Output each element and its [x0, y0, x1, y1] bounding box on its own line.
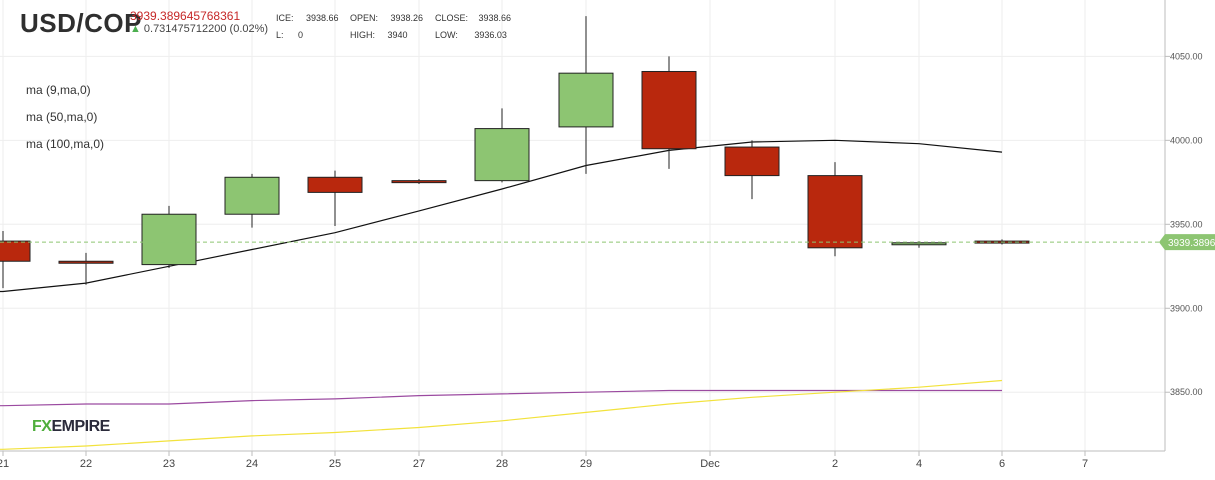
candle-body-down: [58, 260, 114, 264]
chart-header: USD/COP 3939.389645768361 ▲ 0.73147571220…: [0, 0, 1215, 48]
candle: [224, 173, 280, 228]
moving-average-lines: [0, 139, 1003, 450]
candle-body-down: [807, 175, 863, 249]
close-label: CLOSE:: [435, 13, 469, 23]
x-tick-label: 29: [580, 458, 592, 470]
high-label: HIGH:: [350, 30, 376, 40]
candle: [474, 108, 530, 183]
candle: [141, 205, 197, 268]
ice-stat: ICE: 3938.66: [276, 13, 339, 23]
open-stat: OPEN: 3938.26: [350, 13, 423, 23]
candle: [724, 140, 780, 200]
high-stat: HIGH: 3940: [350, 30, 408, 40]
candle-body-up: [891, 242, 947, 246]
l-stat: L: 0: [276, 30, 303, 40]
candle-body-down: [0, 240, 31, 262]
current-price-tag: [1159, 234, 1215, 251]
current-price: 3939.389645768361: [130, 9, 241, 23]
y-tick-label: 3900.00: [1170, 303, 1203, 313]
change-value: 0.731475712200 (0.02%): [143, 23, 269, 35]
x-tick-label: 6: [999, 458, 1005, 470]
candle-body-up: [474, 128, 530, 182]
indicator-ma50[interactable]: ma (50,ma,0): [26, 110, 98, 124]
candle-body-down: [307, 176, 363, 193]
x-tick-label: 22: [80, 458, 92, 470]
x-tick-label: 28: [496, 458, 508, 470]
x-tick-label: 2: [832, 458, 838, 470]
open-label: OPEN:: [350, 13, 379, 23]
x-tick-label: 23: [163, 458, 175, 470]
x-tick-label: 4: [916, 458, 922, 470]
x-tick-label: 27: [413, 458, 425, 470]
axes: 4050.004000.003950.003900.003850.0021222…: [0, 0, 1215, 470]
logo-fx: FX: [32, 418, 52, 435]
high-value: 3940: [387, 30, 408, 40]
candle: [58, 252, 114, 285]
x-tick-label: 7: [1082, 458, 1088, 470]
open-value: 3938.26: [390, 13, 424, 23]
ice-label: ICE:: [276, 13, 294, 23]
candle-body-up: [141, 213, 197, 266]
y-tick-label: 3850.00: [1170, 387, 1203, 397]
candle: [807, 162, 863, 257]
x-tick-label: Dec: [700, 458, 720, 470]
arrow-up-icon: ▲: [130, 23, 141, 35]
close-value: 3938.66: [478, 13, 512, 23]
candles: [0, 16, 1030, 289]
close-stat: CLOSE: 3938.66: [435, 13, 511, 23]
ma-line-2: [0, 379, 1003, 450]
fxempire-logo: FXEMPIRE: [32, 418, 110, 436]
x-tick-label: 21: [0, 458, 9, 470]
candle: [558, 16, 614, 174]
x-tick-label: 25: [329, 458, 341, 470]
current-price-label: 3939.3896: [1168, 238, 1215, 249]
candle-body-down: [724, 146, 780, 177]
candle-body-up: [224, 176, 280, 215]
indicator-ma9[interactable]: ma (9,ma,0): [26, 83, 91, 97]
indicator-ma100[interactable]: ma (100,ma,0): [26, 137, 105, 151]
ma-line-0: [0, 139, 1003, 293]
ice-value: 3938.66: [306, 13, 339, 23]
price-change: ▲ 0.731475712200 (0.02%): [130, 23, 268, 35]
candle-body-down: [391, 180, 447, 184]
y-tick-label: 4000.00: [1170, 135, 1203, 145]
l-label: L:: [276, 30, 284, 40]
candle: [641, 56, 697, 169]
candle: [307, 170, 363, 226]
symbol-title: USD/COP: [20, 8, 142, 38]
y-tick-label: 3950.00: [1170, 219, 1203, 229]
y-tick-label: 4050.00: [1170, 51, 1203, 61]
logo-empire: EMPIRE: [51, 418, 110, 435]
low-stat: LOW: 3936.03: [435, 30, 507, 40]
l-value: 0: [298, 30, 304, 40]
candle-body-down: [641, 70, 697, 150]
low-value: 3936.03: [474, 30, 507, 40]
candle: [0, 231, 31, 289]
candle-body-up: [558, 72, 614, 128]
x-tick-label: 24: [246, 458, 258, 470]
candle: [391, 178, 447, 184]
ma-line-1: [0, 389, 1002, 407]
low-label: LOW:: [435, 30, 458, 40]
